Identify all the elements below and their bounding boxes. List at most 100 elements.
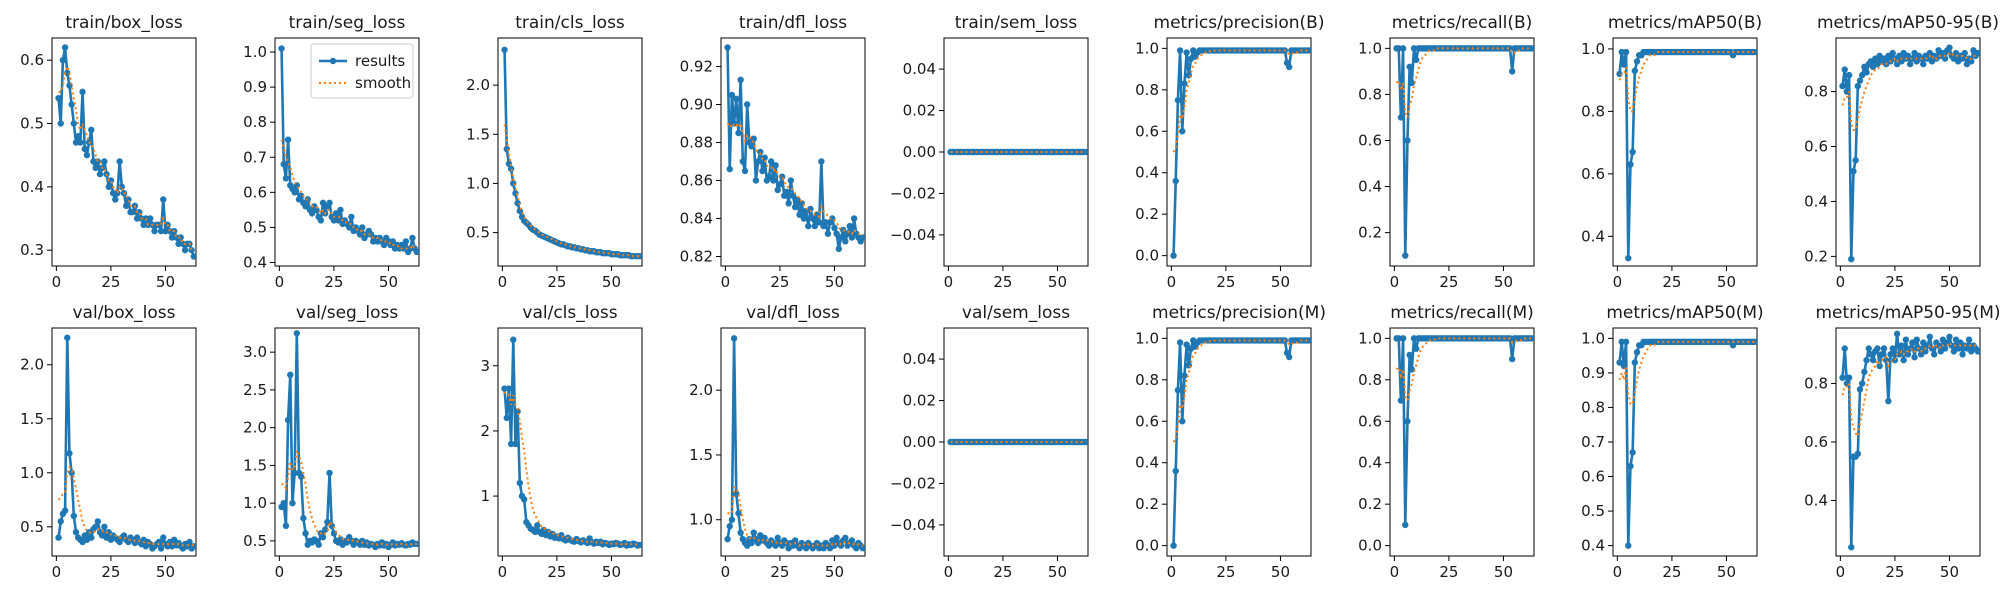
results-point <box>1885 397 1892 405</box>
results-point <box>59 56 67 64</box>
results-point <box>1751 338 1757 346</box>
results-point <box>815 219 823 226</box>
y-tick-label: 0.3 <box>20 241 44 259</box>
results-point <box>1865 345 1872 352</box>
results-point <box>72 529 80 536</box>
plot-area <box>1839 44 1980 263</box>
results-point <box>287 371 294 379</box>
y-tick-label: 1.0 <box>243 494 267 512</box>
y-tick-label: −0.02 <box>890 184 936 202</box>
results-point <box>1625 542 1632 549</box>
results-point <box>1848 255 1855 263</box>
x-tick-label: 50 <box>1271 563 1290 581</box>
results-point <box>146 215 154 222</box>
results-point <box>724 535 731 543</box>
results-point <box>278 45 285 52</box>
results-point <box>1874 345 1881 352</box>
results-point <box>848 234 856 241</box>
plot-area <box>1170 337 1311 549</box>
results-point <box>79 88 86 96</box>
results-point <box>1876 362 1883 370</box>
subplot-title: metrics/recall(M) <box>1390 303 1534 323</box>
y-tick-label: 0.86 <box>680 172 713 190</box>
results-point <box>1893 330 1901 338</box>
results-point <box>1176 339 1184 346</box>
results-point <box>282 522 290 530</box>
results-series-line <box>280 331 417 549</box>
y-tick-label: 3.0 <box>243 343 267 361</box>
results-point <box>1181 80 1188 87</box>
x-tick-label: 0 <box>944 273 954 291</box>
results-point <box>297 192 305 200</box>
results-point <box>1406 63 1413 70</box>
results-point <box>68 101 75 108</box>
results-point <box>1946 333 1953 340</box>
results-point <box>842 238 849 245</box>
y-tick-label: 2.0 <box>243 419 267 437</box>
results-point <box>1948 342 1955 349</box>
results-point <box>413 248 419 256</box>
results-point <box>55 534 62 541</box>
y-tick-label: 0.0 <box>1135 537 1159 555</box>
axes-frame <box>1166 37 1312 267</box>
subplot-title: metrics/mAP50(M) <box>1606 303 1763 323</box>
results-point <box>1887 351 1894 358</box>
results-point <box>335 217 342 224</box>
subplot-val-cls-loss: val/cls_loss 0 25 50 1 2 3 <box>480 303 643 581</box>
results-point <box>850 215 858 222</box>
results-point <box>1841 345 1848 352</box>
results-point <box>1841 66 1848 73</box>
subplot-title: metrics/mAP50(B) <box>1608 13 1762 33</box>
y-tick-label: 0.5 <box>20 518 44 536</box>
x-tick-label: 0 <box>1390 563 1400 581</box>
y-tick-label: 0.4 <box>1581 537 1605 555</box>
results-point <box>796 211 803 218</box>
results-point <box>105 183 112 191</box>
x-tick-label: 50 <box>156 273 175 291</box>
results-point <box>1305 337 1311 344</box>
results-point <box>190 253 196 260</box>
subplot-title: val/sem_loss <box>962 303 1070 323</box>
subplot-title: val/box_loss <box>73 303 176 323</box>
x-tick-label: 25 <box>101 273 120 291</box>
results-point <box>520 496 528 503</box>
results-point <box>1880 345 1888 352</box>
results-point <box>1179 418 1186 425</box>
subplot-train-dfl-loss: train/dfl_loss 0 25 50 0.82 0.84 0.86 0.88 0.90 0… <box>680 13 866 291</box>
results-point <box>66 450 73 457</box>
results-point <box>70 120 78 127</box>
results-point <box>129 208 136 216</box>
x-tick-label: 50 <box>1940 563 1959 581</box>
results-point <box>1861 368 1868 376</box>
results-point <box>501 46 508 53</box>
y-tick-label: 0.04 <box>903 350 936 368</box>
y-tick-label: 0.8 <box>1135 371 1159 389</box>
results-point <box>765 173 773 180</box>
y-tick-label: 0.5 <box>243 532 267 550</box>
results-point <box>785 200 792 207</box>
results-point <box>748 539 755 547</box>
results-point <box>859 234 865 241</box>
y-tick-label: 0.6 <box>1358 131 1382 149</box>
subplot-val-seg-loss: val/seg_loss 0 25 50 0.5 1.0 1.5 2.0 2.5 3.0 <box>243 303 420 581</box>
plot-area <box>501 336 642 549</box>
results-point <box>1854 82 1862 90</box>
results-point <box>1174 96 1182 104</box>
results-point <box>735 510 742 517</box>
results-series-line <box>57 46 196 257</box>
results-point <box>1751 48 1757 56</box>
results-point <box>791 203 799 211</box>
results-point <box>297 473 305 480</box>
axes-frame <box>51 37 197 267</box>
subplot-metrics-map50-95-m-: metrics/mAP50-95(M) 0 25 50 0.4 0.6 0.8 <box>1804 303 2000 581</box>
plot-area <box>1393 45 1534 259</box>
results-point <box>1508 68 1516 75</box>
legend-box <box>310 43 414 99</box>
results-point <box>348 213 355 221</box>
y-tick-label: 0.2 <box>1804 247 1828 265</box>
results-point <box>757 148 764 156</box>
results-point <box>151 227 158 235</box>
results-series-line <box>726 337 864 550</box>
subplot-title: metrics/recall(B) <box>1392 13 1533 33</box>
y-tick-label: 1.5 <box>243 456 267 474</box>
